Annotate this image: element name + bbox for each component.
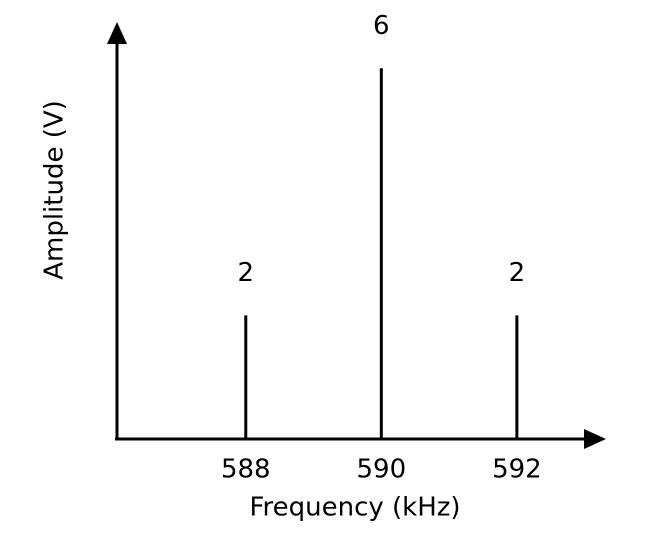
x-tick-label: 588	[221, 455, 271, 485]
value-label: 6	[373, 11, 390, 41]
y-axis-arrow	[107, 22, 127, 44]
x-axis-label: Frequency (kHz)	[249, 493, 460, 523]
x-tick-label: 592	[492, 455, 542, 485]
value-label: 2	[238, 258, 255, 288]
y-axis-label: Amplitude (V)	[40, 100, 70, 280]
value-label: 2	[509, 258, 526, 288]
x-axis-arrow	[584, 429, 606, 449]
x-tick-label: 590	[357, 455, 407, 485]
